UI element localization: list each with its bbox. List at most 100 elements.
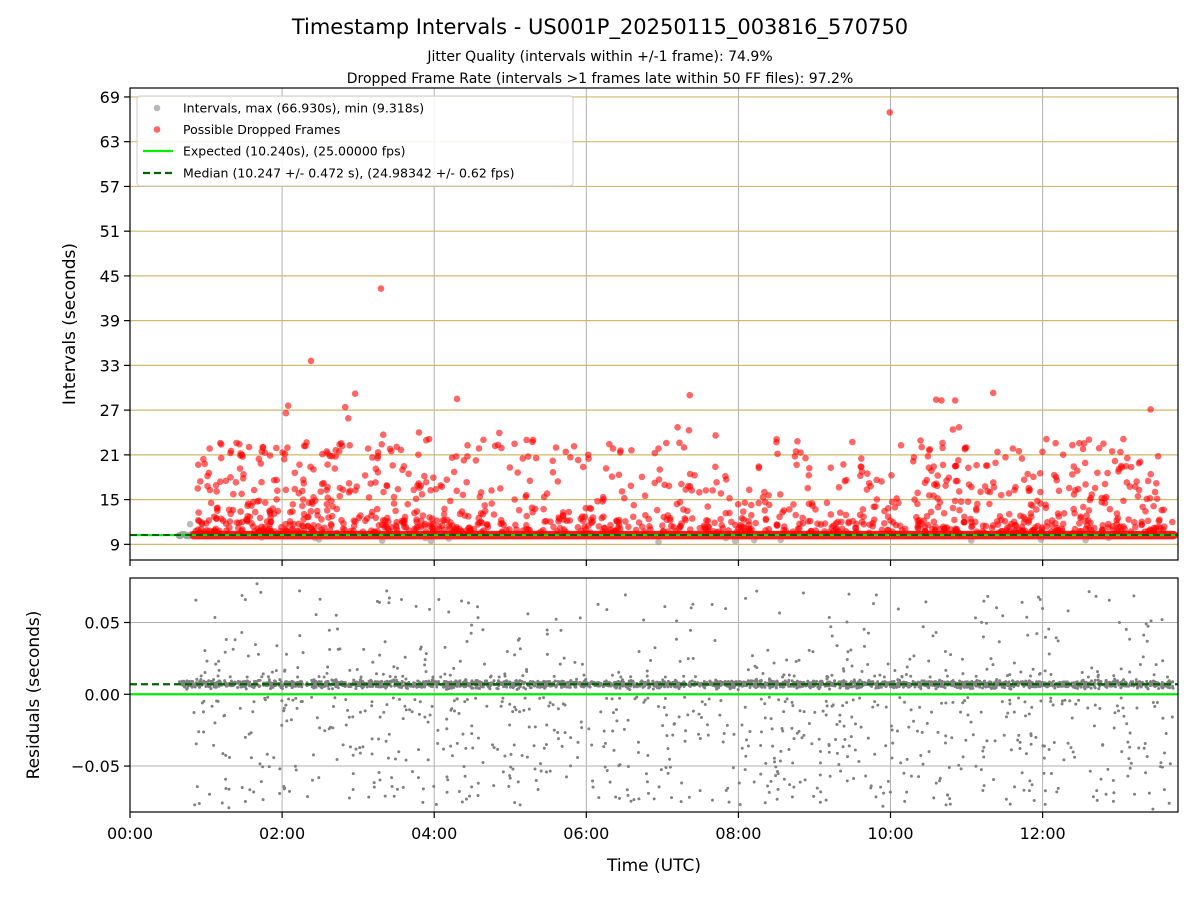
residual-point xyxy=(476,616,480,620)
residual-point xyxy=(266,675,270,679)
residual-point xyxy=(384,739,388,743)
residual-point xyxy=(766,648,770,652)
residual-point xyxy=(888,790,892,794)
dropped-frame-point xyxy=(755,499,763,507)
residual-point xyxy=(538,685,542,689)
residual-point xyxy=(363,709,367,713)
residual-point xyxy=(991,685,995,689)
residual-point xyxy=(390,776,394,780)
dropped-frame-point xyxy=(350,522,358,530)
residual-point xyxy=(1137,746,1141,750)
residual-point xyxy=(430,704,434,708)
dropped-frame-point xyxy=(377,285,385,292)
dropped-frame-point xyxy=(1099,528,1107,535)
residual-point xyxy=(1126,740,1130,744)
residual-point xyxy=(764,761,768,765)
residual-point xyxy=(1040,606,1044,610)
dropped-frame-point xyxy=(1101,480,1109,488)
residual-point xyxy=(602,729,606,733)
dropped-frame-point xyxy=(910,454,918,461)
residual-point xyxy=(937,680,941,684)
residual-point xyxy=(312,678,316,682)
residual-point xyxy=(393,757,397,761)
residual-point xyxy=(227,806,231,810)
residual-point xyxy=(282,784,286,788)
residual-point xyxy=(465,698,469,702)
residual-point xyxy=(563,731,567,735)
dropped-frame-point xyxy=(638,473,646,481)
residual-point xyxy=(423,663,427,667)
residual-point xyxy=(545,652,549,656)
dropped-frame-point xyxy=(282,409,290,417)
residual-point xyxy=(801,591,805,595)
residual-point xyxy=(287,680,291,684)
residual-point xyxy=(767,790,771,794)
residual-point xyxy=(860,669,864,673)
residual-point xyxy=(476,605,480,609)
dropped-frame-point xyxy=(277,528,284,535)
residual-point xyxy=(1024,752,1028,756)
dropped-frame-point xyxy=(1080,439,1088,447)
dropped-frame-point xyxy=(1087,519,1094,527)
residual-point xyxy=(552,674,556,678)
residual-point xyxy=(893,685,897,689)
residual-point xyxy=(544,743,548,747)
residual-point xyxy=(731,766,735,770)
residual-point xyxy=(699,716,703,720)
residual-point xyxy=(675,619,679,623)
dropped-frame-point xyxy=(200,455,207,463)
residual-point xyxy=(569,764,573,768)
residual-point xyxy=(336,647,340,651)
residual-point xyxy=(1098,707,1102,711)
residual-point xyxy=(517,637,521,641)
residual-point xyxy=(274,669,278,673)
residual-point xyxy=(794,660,798,664)
residual-point xyxy=(1093,703,1097,707)
residual-point xyxy=(284,680,288,684)
dropped-frame-point xyxy=(954,477,961,485)
dropped-frame-point xyxy=(490,511,498,518)
residual-point xyxy=(378,715,382,719)
dropped-frame-point xyxy=(1101,499,1109,507)
dropped-frame-point xyxy=(799,514,806,522)
dropped-frame-point xyxy=(361,472,369,479)
dropped-frame-point xyxy=(836,509,844,517)
dropped-frame-point xyxy=(932,480,940,488)
dropped-frame-point xyxy=(940,509,948,517)
residual-point xyxy=(217,668,221,672)
residual-point xyxy=(261,765,265,769)
residual-point xyxy=(723,679,727,683)
dropped-frame-point xyxy=(632,526,640,534)
dropped-frame-point xyxy=(722,472,729,480)
residual-point xyxy=(626,718,630,722)
residual-point xyxy=(534,778,538,782)
residual-point xyxy=(623,593,627,597)
residual-point xyxy=(852,678,856,682)
residual-point xyxy=(579,720,583,724)
dropped-frame-point xyxy=(567,453,574,461)
residual-point xyxy=(968,680,972,684)
residual-point xyxy=(513,801,517,805)
residual-point xyxy=(874,593,878,597)
dropped-frame-point xyxy=(773,438,780,446)
residual-point xyxy=(424,652,428,656)
residual-point xyxy=(187,679,191,683)
dropped-frame-point xyxy=(680,506,687,513)
residual-point xyxy=(217,659,221,663)
residual-point xyxy=(909,774,913,778)
dropped-frame-point xyxy=(519,527,527,534)
residual-point xyxy=(1043,669,1047,673)
residual-point xyxy=(746,679,750,683)
residual-point xyxy=(1160,765,1164,769)
residual-point xyxy=(1019,670,1023,674)
residual-point xyxy=(838,720,842,724)
dropped-frame-point xyxy=(213,488,220,495)
residual-point xyxy=(1060,702,1064,706)
residual-point xyxy=(294,696,298,700)
residual-point xyxy=(637,797,641,801)
residual-point xyxy=(1049,696,1053,700)
dropped-frame-point xyxy=(681,515,689,522)
residual-point xyxy=(602,745,606,749)
residual-point xyxy=(684,729,688,733)
dropped-frame-point xyxy=(925,492,933,499)
